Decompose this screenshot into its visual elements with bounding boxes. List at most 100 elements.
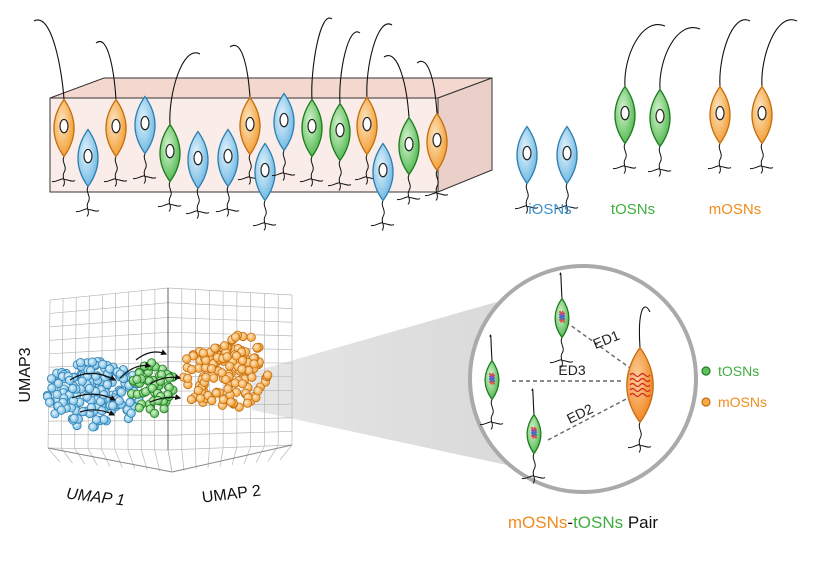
mosn-point [182,354,192,364]
mosn-point [247,372,257,382]
receptor-stripe [530,434,538,439]
grid-line [167,444,293,451]
mosn-point [217,368,227,378]
nucleus [432,132,442,148]
axis-label-umap1: UMAP 1 [65,486,126,510]
tosn-neuron [383,55,421,205]
mosn-point [186,394,196,405]
mosn-point [263,370,273,380]
grid-line [231,447,238,466]
dendrite [169,52,201,125]
grid-line [255,445,265,463]
axon [132,153,157,184]
mosn-point [210,343,220,353]
nucleus [562,145,572,161]
nucleus [59,118,69,134]
grid-line [49,346,169,355]
dendrite [416,60,438,114]
mosn-point [195,393,205,403]
tosn-neuron [549,272,574,368]
grid-line [167,431,293,436]
nucleus [378,162,388,178]
receptor-stripes [558,310,566,323]
edge-ed3-label: ED3 [558,362,585,378]
dendrite [229,44,251,98]
dendrite [659,27,701,90]
axon [396,174,421,205]
iosn-point [46,374,57,384]
iosn-point [68,396,79,406]
mosn-neuron [95,40,128,187]
tosn-neuron [647,27,701,177]
grid-line [207,448,210,469]
iosn-point [56,405,66,415]
axis-label-umap2: UMAP 2 [201,482,262,506]
nucleus [655,108,665,124]
iosn-point [44,397,55,407]
grid-line [167,287,293,296]
iosn-point [116,387,127,397]
caption-pair: Pair [623,513,658,532]
receptor-stripe [629,392,651,398]
nucleus [165,143,175,159]
mosn-point [187,364,197,374]
mosn-point [209,373,219,383]
tosn-neuron [479,334,504,430]
zoom-neurons [479,272,654,484]
umap-3d-plot [42,287,293,473]
trajectory-arrow [119,362,152,379]
axon [627,422,652,453]
iosn-point [125,397,135,408]
trajectory-arrow [69,372,117,381]
mosn-point [246,332,256,342]
tosn-point [134,403,144,413]
nucleus [307,118,317,134]
trajectory-arrow [149,374,182,385]
mosn-point [237,364,247,374]
axon [554,183,579,214]
mosn-point [211,388,221,398]
zoom-cone [252,288,545,470]
mosn-point [222,352,232,362]
receptor-stripes [488,372,496,385]
grid-line [47,447,61,463]
mosn-neuron [416,60,449,201]
axon [370,200,395,231]
mosn-point [223,384,233,394]
grid-line [101,448,111,467]
receptor-stripes [530,426,538,439]
tosn-neuron [299,17,333,187]
mosn-point [231,351,242,361]
axon [514,183,539,214]
mosn-point [225,361,235,371]
caption-dash: - [567,513,573,532]
mosn-point [207,395,217,406]
axon [299,156,324,187]
grid-line [154,449,160,471]
zoom-circle [468,264,698,494]
grid-line [49,302,169,314]
mosn-neuron [707,19,751,174]
nucleus [111,118,121,134]
mosn-point [183,373,193,383]
caption-mosns: mOSNs [508,513,568,532]
iosn-point [108,401,118,411]
nucleus [757,105,767,121]
mosn-neuron [626,306,654,453]
iosn-point [114,396,124,406]
iosn-neuron [370,142,395,231]
iosn-point [91,415,102,425]
grid-line [49,331,169,341]
mosn-point [198,348,208,358]
iosn-point [76,357,86,368]
tosn-neuron [612,24,666,174]
umap-floor [47,444,293,473]
legend-mosn-label: mOSNs [718,394,767,410]
legend-tosn-label: tOSNs [718,363,759,379]
dendrite [339,31,361,104]
label-iosn: iOSNs [528,201,571,218]
grid-line [267,445,279,462]
grid-line [167,449,173,473]
trajectory-arrow [71,393,117,401]
legend-mosn-dot [701,397,711,407]
